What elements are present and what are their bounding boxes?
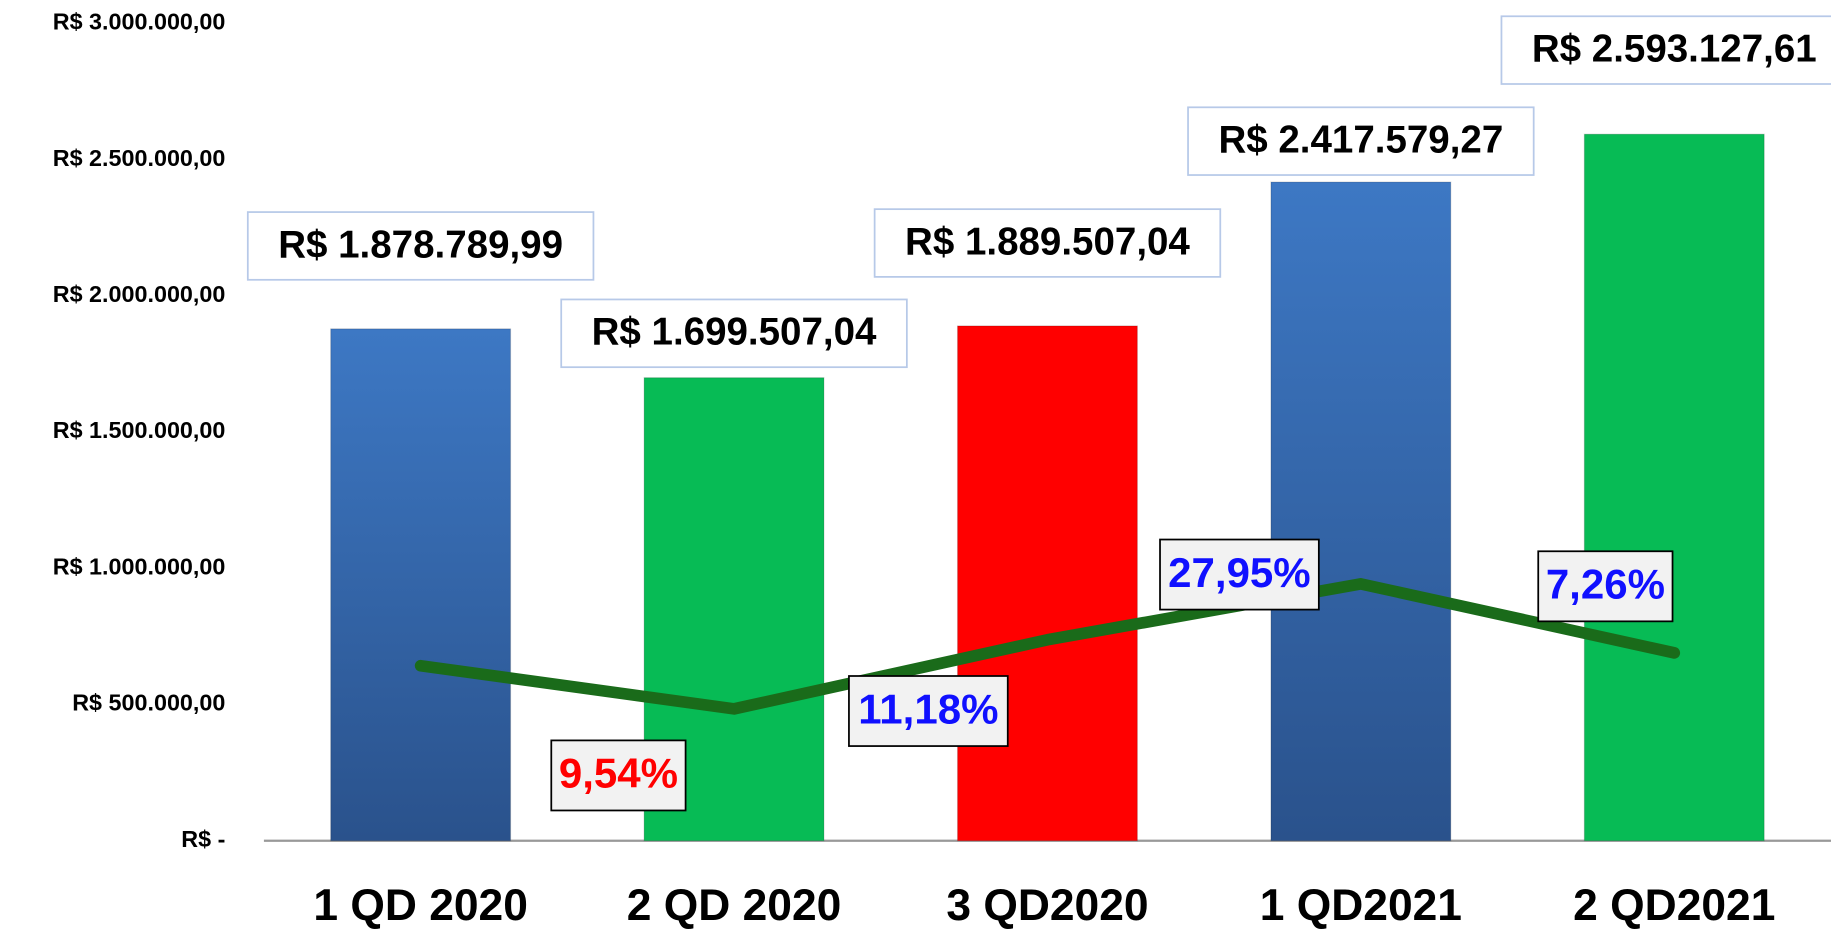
x-tick-label: 1 QD 2020 (313, 881, 528, 930)
x-tick-label: 3 QD2020 (946, 881, 1148, 930)
bar (956, 325, 1138, 842)
y-tick-label: R$ 2.500.000,00 (53, 145, 226, 171)
percent-label-box (1537, 550, 1674, 623)
bar (1270, 181, 1452, 842)
value-label: R$ 2.593.127,61 (1532, 27, 1817, 70)
x-tick-label: 1 QD2021 (1260, 881, 1462, 930)
y-tick-label: R$ 500.000,00 (72, 690, 225, 716)
percent-label: 11,18% (858, 685, 998, 732)
x-tick-label: 2 QD2021 (1573, 881, 1775, 930)
y-tick-label: R$ - (181, 826, 225, 852)
value-label: R$ 1.699.507,04 (592, 311, 877, 354)
bar (1583, 133, 1765, 842)
x-tick-label: 2 QD 2020 (627, 881, 842, 930)
value-label: R$ 1.878.789,99 (278, 223, 563, 266)
value-label-box (246, 211, 595, 281)
line (414, 578, 1681, 715)
y-tick-label: R$ 1.500.000,00 (53, 417, 226, 443)
y-tick-label: R$ 3.000.000,00 (53, 9, 226, 35)
value-label-box (1500, 15, 1831, 85)
value-label-box (560, 298, 908, 369)
value-label: R$ 1.889.507,04 (905, 220, 1190, 263)
percent-label: 27,95% (1168, 549, 1311, 596)
percent-label-box (1159, 538, 1320, 611)
y-tick-label: R$ 1.000.000,00 (53, 553, 226, 579)
y-tick-label: R$ 2.000.000,00 (53, 281, 226, 307)
percent-label-box (848, 675, 1009, 747)
value-label: R$ 2.417.579,27 (1218, 119, 1503, 162)
percent-label-box (550, 739, 687, 812)
bar (330, 328, 512, 842)
value-label-box (873, 208, 1222, 278)
percent-label: 9,54% (559, 750, 678, 797)
percent-label: 7,26% (1546, 561, 1665, 608)
value-label-box (1187, 106, 1535, 176)
